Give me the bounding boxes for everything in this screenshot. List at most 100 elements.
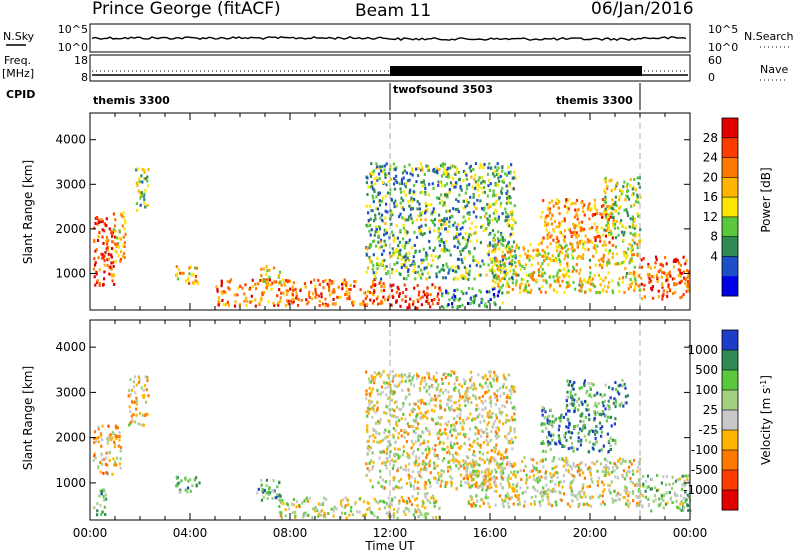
velocity-echo-cell <box>468 443 472 447</box>
velocity-echo-cell <box>532 485 535 489</box>
velocity-echo-cell <box>382 438 385 442</box>
velocity-echo-cell <box>596 469 599 473</box>
power-echo-cell <box>401 298 404 302</box>
power-echo-cell <box>408 190 411 194</box>
power-echo-cell <box>434 285 437 289</box>
power-echo-cell <box>94 249 97 253</box>
velocity-echo-cell <box>593 432 597 436</box>
velocity-echo-cell <box>511 440 514 444</box>
velocity-echo-cell <box>132 413 135 417</box>
power-echo-cell <box>385 183 388 187</box>
velocity-echo-cell <box>623 382 626 386</box>
power-echo-cell <box>445 174 448 178</box>
velocity-echo-cell <box>502 392 506 396</box>
power-echo-cell <box>464 205 467 209</box>
power-echo-cell <box>679 263 682 267</box>
velocity-echo-cell <box>607 483 610 487</box>
power-echo-cell <box>468 166 471 170</box>
power-echo-cell <box>453 277 456 281</box>
power-echo-cell <box>278 274 281 278</box>
power-echo-cell <box>373 284 377 287</box>
velocity-echo-cell <box>418 487 421 491</box>
velocity-echo-cell <box>685 498 688 502</box>
velocity-echo-cell <box>405 430 408 434</box>
power-echo-cell <box>468 269 471 273</box>
power-echo-cell <box>139 196 142 200</box>
velocity-echo-cell <box>402 449 405 453</box>
velocity-echo-cell <box>427 498 430 502</box>
velocity-echo-cell <box>370 374 373 378</box>
velocity-echo-cell <box>566 459 569 462</box>
velocity-echo-cell <box>608 472 611 476</box>
power-echo-cell <box>367 219 370 223</box>
power-echo-cell <box>612 244 615 247</box>
velocity-echo-cell <box>444 485 447 489</box>
velocity-echo-cell <box>332 514 335 518</box>
velocity-echo-cell <box>474 454 477 458</box>
power-echo-cell <box>123 227 126 231</box>
power-echo-cell <box>479 290 482 294</box>
power-echo-cell <box>511 224 514 228</box>
velocity-echo-cell <box>681 474 684 478</box>
velocity-echo-cell <box>623 459 626 463</box>
velocity-echo-cell <box>679 502 682 506</box>
power-echo-cell <box>105 236 109 239</box>
power-echo-cell <box>446 209 449 213</box>
power-echo-cell <box>114 229 117 233</box>
velocity-echo-cell <box>631 491 634 495</box>
power-echo-cell <box>417 214 420 218</box>
nave-label: Nave <box>760 63 788 76</box>
power-echo-cell <box>604 234 608 238</box>
velocity-echo-cell <box>624 489 628 493</box>
power-echo-cell <box>637 182 640 185</box>
power-echo-cell <box>422 258 425 262</box>
velocity-echo-cell <box>549 480 552 484</box>
velocity-echo-cell <box>392 460 395 464</box>
velocity-echo-cell <box>562 480 566 483</box>
nave-tick-top: 60 <box>708 54 722 67</box>
power-echo-cell <box>640 258 643 262</box>
power-echo-cell <box>377 302 380 306</box>
velocity-echo-cell <box>426 440 429 444</box>
power-echo-cell <box>542 236 545 240</box>
power-echo-cell <box>594 236 597 240</box>
velocity-echo-cell <box>549 434 552 438</box>
power-echo-cell <box>540 241 543 245</box>
power-echo-cell <box>506 250 509 254</box>
power-echo-cell <box>496 274 499 278</box>
velocity-echo-cell <box>415 372 418 376</box>
velocity-echo-cell <box>388 408 391 411</box>
velocity-echo-cell <box>495 484 498 488</box>
velocity-echo-cell <box>391 458 394 462</box>
power-echo-cell <box>114 218 117 222</box>
power-echo-cell <box>625 275 628 279</box>
velocity-echo-cell <box>618 392 621 396</box>
velocity-echo-cell <box>611 438 614 442</box>
power-echo-cell <box>428 230 432 234</box>
power-echo-cell <box>449 216 452 220</box>
velocity-echo-cell <box>93 440 96 444</box>
velocity-echo-cell <box>400 495 403 499</box>
velocity-echo-cell <box>572 387 575 391</box>
velocity-echo-cell <box>404 417 407 421</box>
power-echo-cell <box>602 259 605 263</box>
power-echo-cell <box>426 286 429 290</box>
power-echo-cell <box>472 210 475 214</box>
power-echo-cell <box>241 286 244 290</box>
power-echo-cell <box>561 279 564 283</box>
colorbar-segment <box>722 490 738 511</box>
velocity-echo-cell <box>628 460 632 464</box>
power-echo-cell <box>291 298 294 302</box>
velocity-echo-cell <box>317 514 320 518</box>
power-echo-cell <box>636 195 639 199</box>
power-echo-cell <box>393 201 396 205</box>
velocity-echo-cell <box>401 453 404 457</box>
power-echo-cell <box>380 289 383 293</box>
velocity-echo-cell <box>460 484 463 488</box>
velocity-echo-cell <box>272 479 275 483</box>
power-echo-cell <box>435 275 438 279</box>
power-echo-cell <box>292 288 295 292</box>
power-echo-cell <box>502 180 505 184</box>
power-echo-cell <box>565 249 568 253</box>
power-echo-cell <box>577 234 580 238</box>
